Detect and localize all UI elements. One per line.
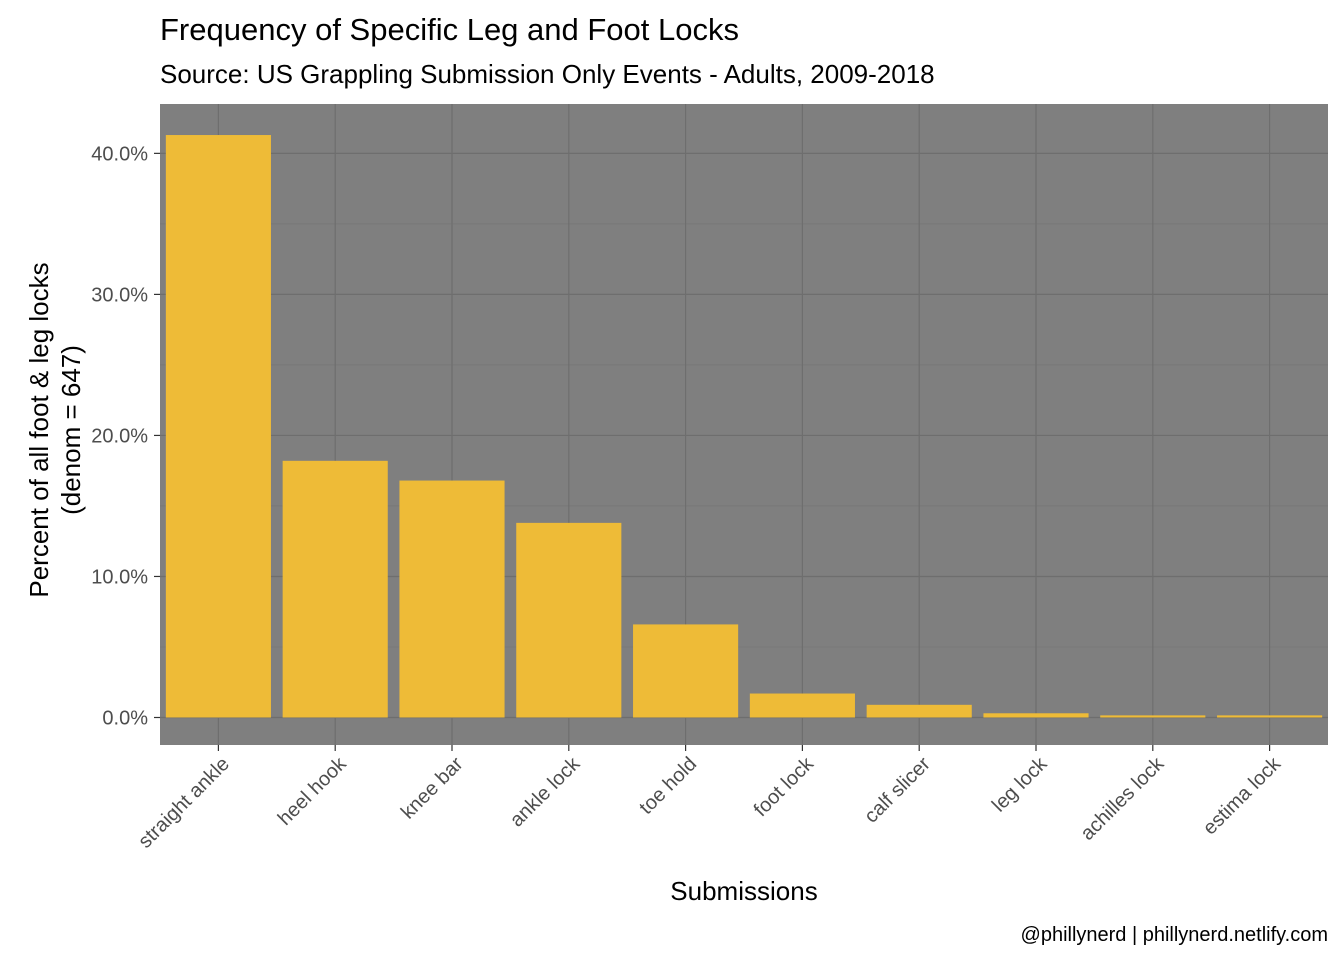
bar-leg-lock (983, 713, 1089, 718)
x-tick-label: knee bar (397, 753, 468, 824)
x-tick-label: foot lock (750, 752, 819, 821)
bar-ankle-lock (516, 522, 622, 718)
y-tick-label: 0.0% (102, 707, 148, 729)
bar-estima-lock (1217, 715, 1323, 718)
bar-calf-slicer (866, 704, 972, 718)
x-tick-label: calf slicer (860, 753, 935, 828)
bar-toe-hold (633, 624, 739, 718)
x-tick-label: straight ankle (134, 753, 234, 853)
bar-straight-ankle (165, 135, 271, 718)
x-axis-ticks: straight ankle heel hook knee bar ankle loc… (134, 745, 1286, 853)
y-axis-title-line-2: (denom = 647) (56, 345, 86, 515)
x-tick-label: ankle lock (506, 752, 585, 831)
y-tick-label: 40.0% (91, 143, 148, 165)
bar-foot-lock (749, 693, 855, 718)
chart-subtitle: Source: US Grappling Submission Only Eve… (160, 59, 935, 89)
x-tick-label: achilles lock (1077, 752, 1170, 845)
x-tick-label: heel hook (274, 752, 352, 830)
y-tick-label: 20.0% (91, 425, 148, 447)
x-axis-title: Submissions (670, 876, 817, 906)
y-tick-label: 10.0% (91, 566, 148, 588)
bar-heel-hook (282, 460, 388, 718)
x-tick-label: leg lock (988, 752, 1052, 816)
x-tick-label: toe hold (635, 753, 701, 819)
y-axis-title-line-1: Percent of all foot & leg locks (24, 262, 54, 597)
x-tick-label: estima lock (1199, 752, 1286, 839)
bar-knee-bar (399, 480, 505, 718)
bars (165, 135, 1323, 718)
chart-caption: @phillynerd | phillynerd.netlify.com (1021, 924, 1328, 946)
chart-title: Frequency of Specific Leg and Foot Locks (160, 12, 739, 47)
y-axis-ticks: 0.0% 10.0% 20.0% 30.0% 40.0% (91, 143, 160, 729)
y-tick-label: 30.0% (91, 284, 148, 306)
bar-achilles-lock (1100, 715, 1206, 718)
